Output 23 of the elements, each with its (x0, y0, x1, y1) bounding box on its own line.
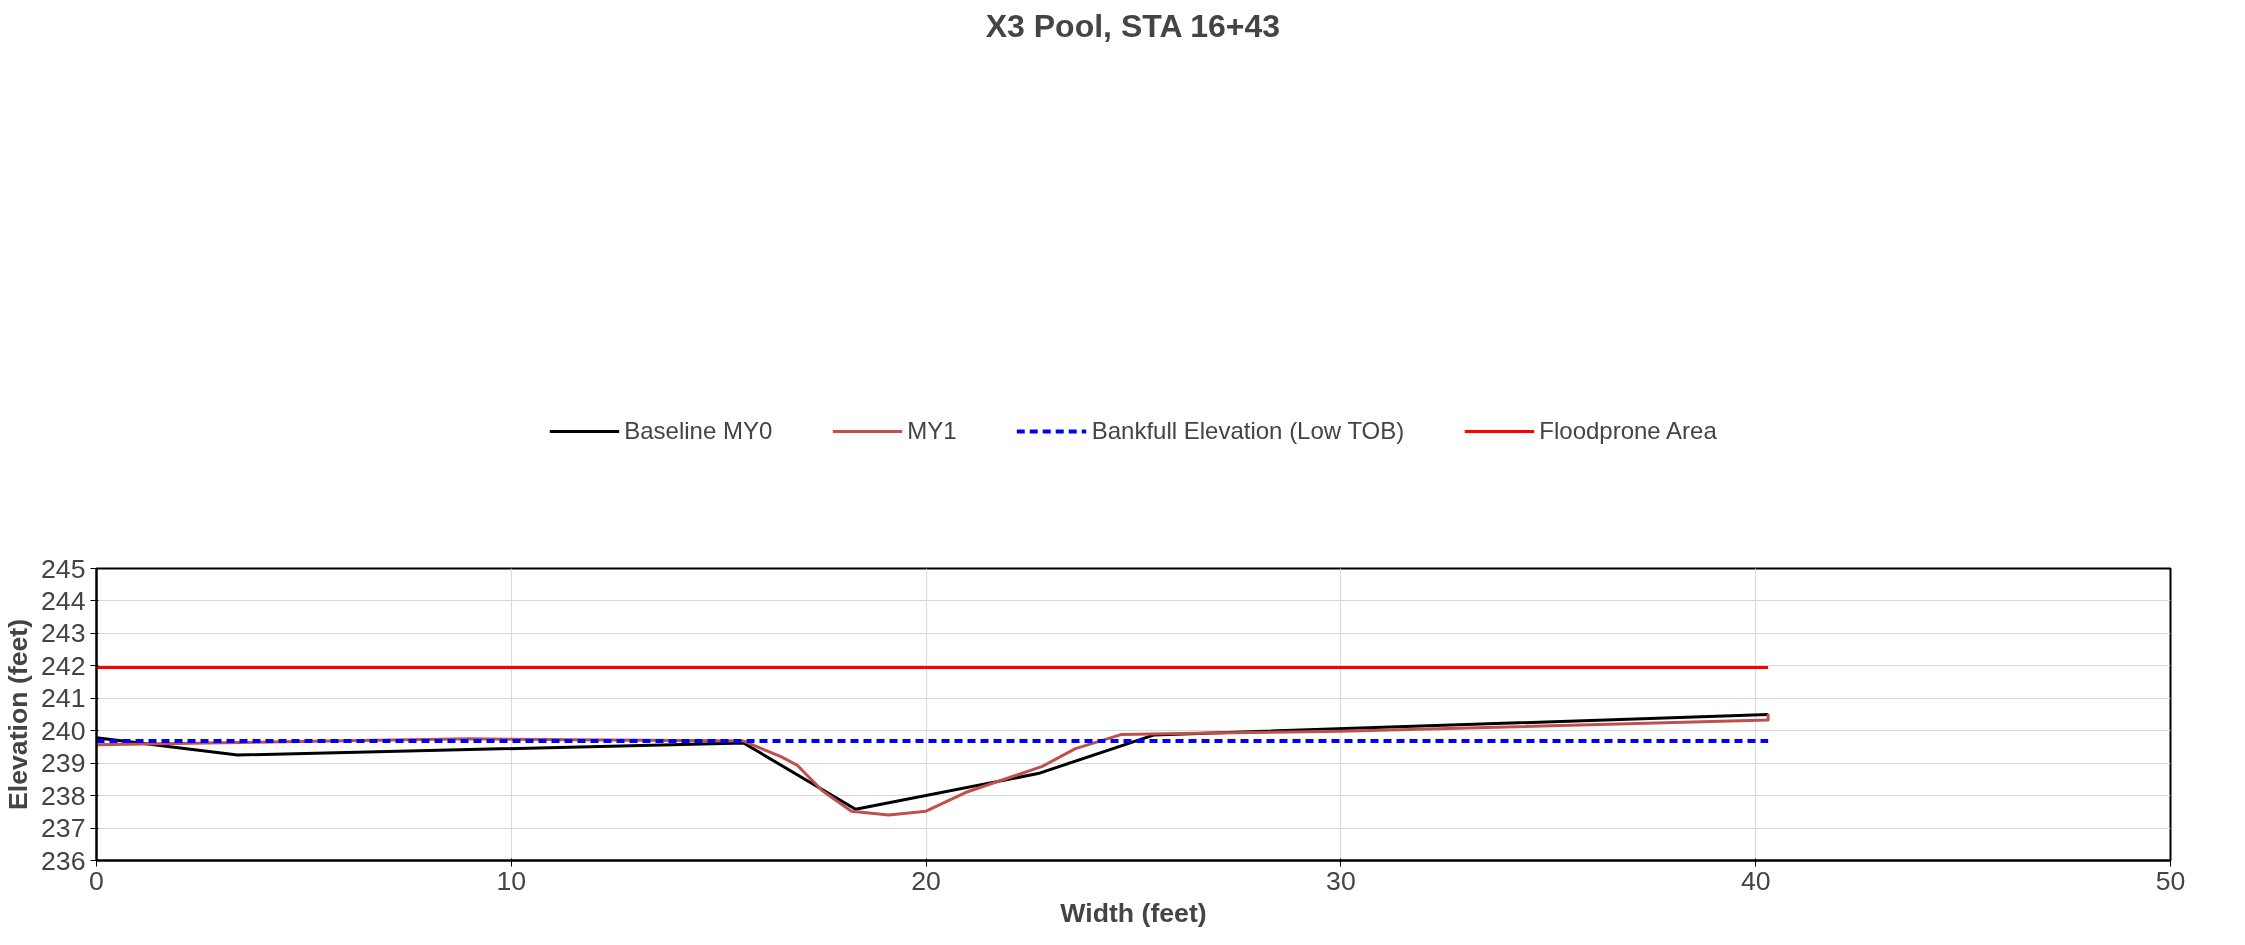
legend-label: MY1 (907, 417, 957, 445)
x-tick-label: 50 (2155, 865, 2186, 896)
chart-title: X3 Pool, STA 16+43 (985, 7, 1281, 44)
y-tick-label: 242 (41, 650, 86, 681)
x-tick-label: 40 (1740, 865, 1771, 896)
y-tick-label: 237 (41, 813, 86, 844)
x-axis-title: Width (feet) (1060, 897, 1207, 928)
legend-label: Floodprone Area (1539, 417, 1717, 445)
x-tick-label: 20 (911, 865, 941, 896)
x-tick-label: 10 (496, 865, 527, 896)
x-tick-label: 30 (1326, 865, 1356, 896)
y-tick-label: 243 (41, 618, 86, 649)
y-tick-label: 236 (41, 845, 86, 876)
y-tick-label: 239 (41, 748, 86, 779)
legend-label: Baseline MY0 (624, 417, 773, 445)
x-tick-label: 0 (89, 865, 104, 896)
y-tick-label: 244 (41, 585, 86, 616)
y-tick-label: 241 (41, 683, 86, 714)
y-axis-title: Elevation (feet) (3, 618, 34, 811)
legend-label: Bankfull Elevation (Low TOB) (1091, 417, 1405, 445)
y-tick-label: 240 (41, 715, 86, 746)
y-tick-label: 238 (41, 780, 86, 811)
y-tick-label: 245 (41, 553, 86, 584)
